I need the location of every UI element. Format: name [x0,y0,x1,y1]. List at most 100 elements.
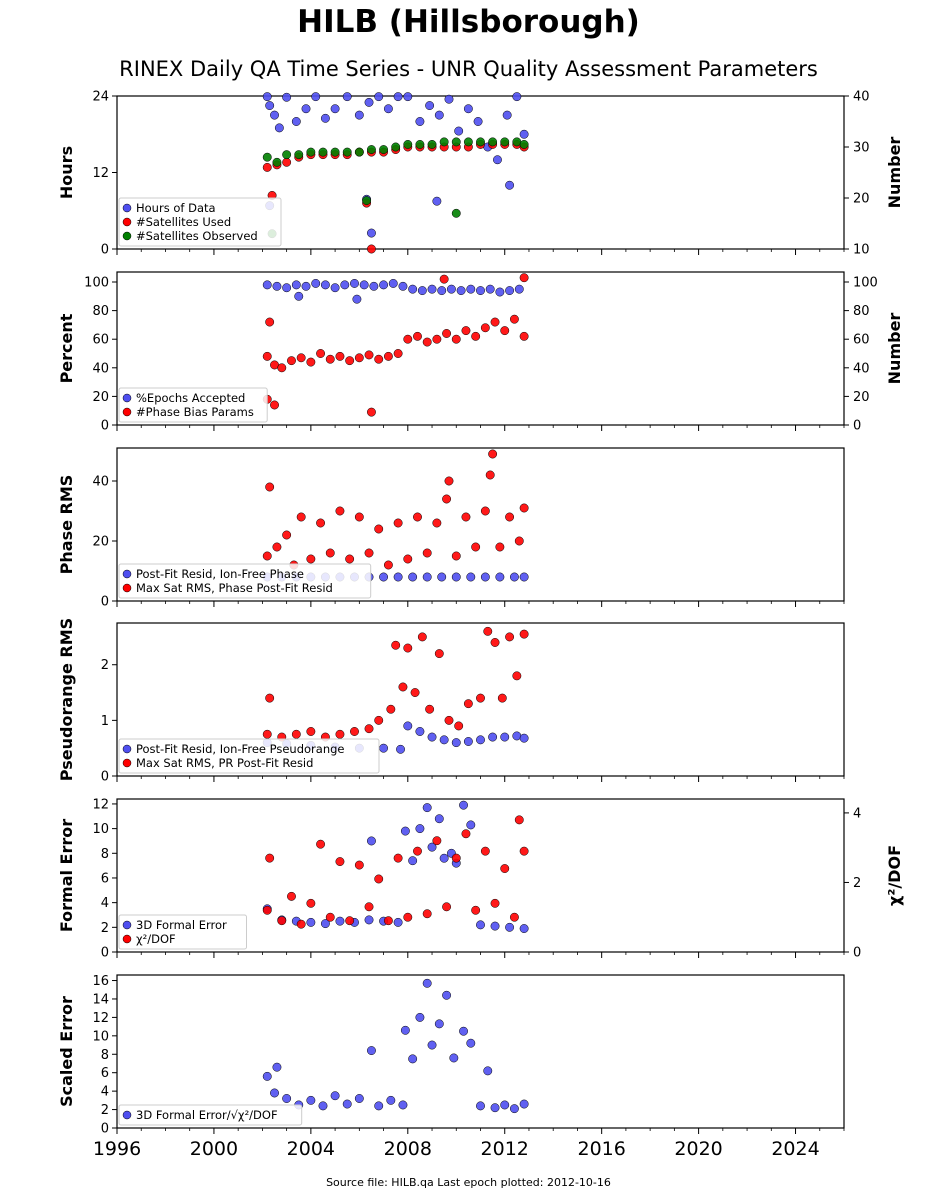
y-tick-label: 40 [92,361,109,376]
data-point [364,97,374,107]
y-tick-label: 24 [92,90,109,105]
data-point [473,117,483,126]
data-point [294,291,304,301]
data-point [444,94,454,104]
y-tick-label: 20 [92,390,109,405]
data-point [364,548,374,558]
data-point [391,640,401,650]
data-point [461,829,471,839]
data-point [488,732,498,742]
y-tick-label: 100 [84,276,109,291]
data-point [354,110,364,120]
data-point [505,286,515,296]
data-point [451,208,461,218]
data-point [451,572,461,582]
data-point [335,506,345,516]
data-point [396,744,405,754]
data-point [265,853,275,863]
data-point [476,693,485,703]
data-point [415,1012,425,1022]
data-point [262,729,272,739]
data-point [451,551,461,561]
legend-box [118,1104,303,1126]
data-point [386,1095,396,1105]
data-point [294,150,304,160]
data-point [287,356,296,366]
x-tick-label: 2016 [577,1138,625,1160]
legend-marker [122,583,132,593]
data-point [417,286,427,296]
data-point [439,274,449,284]
data-point [519,846,529,856]
data-point [413,331,422,341]
data-point [427,842,437,852]
data-point [509,314,519,324]
y-tick-label: 10 [92,822,109,837]
data-point [362,196,372,206]
data-point [493,155,502,165]
data-point [427,140,437,149]
data-point [432,196,442,206]
data-point [463,104,473,114]
data-point [306,357,316,367]
data-point [364,915,374,925]
data-point [488,449,498,459]
data-point [505,922,515,932]
y2-tick-label: 20 [853,390,870,405]
data-point [519,629,529,639]
data-point [272,157,282,167]
data-point [459,800,468,810]
legend-box [118,387,268,423]
data-point [342,92,352,102]
data-point [296,353,306,363]
data-point [476,286,485,296]
legend-label: Hours of Data [136,201,216,215]
data-point [262,92,272,102]
data-point [480,506,490,516]
data-point [422,978,432,988]
data-point [403,334,413,344]
data-point [434,649,444,659]
data-point [270,1088,279,1098]
x-tick-label: 2000 [190,1138,238,1160]
legend-box [118,563,372,599]
y2-tick-label: 4 [853,806,861,821]
data-point [320,919,330,929]
y-tick-label: 0 [101,1122,109,1137]
data-point [306,917,316,927]
data-point [354,512,364,522]
data-point [320,280,330,290]
data-point [485,470,495,480]
data-point [364,902,374,912]
data-point [403,92,413,102]
x-tick-label: 2008 [384,1138,432,1160]
legend-label: Post-Fit Resid, Ion-Free Phase [136,567,304,581]
data-point [291,280,301,290]
data-point [502,110,512,120]
data-point [505,512,515,522]
legend-label: 3D Formal Error [136,918,227,932]
data-point [476,920,485,930]
y2-tick-label: 100 [853,276,878,291]
data-point [282,283,292,293]
y-tick-label: 80 [92,304,109,319]
data-point [364,350,374,360]
data-point [444,715,454,725]
data-point [367,244,376,254]
legend-label: Max Sat RMS, PR Post-Fit Resid [136,756,313,770]
data-point [476,735,485,745]
data-point [519,924,529,934]
x-tick-label: 2024 [771,1138,819,1160]
y-tick-label: 40 [92,475,109,490]
data-point [262,152,272,162]
data-point [282,530,292,540]
chart-subtitle: RINEX Daily QA Time Series - UNR Quality… [119,57,818,81]
y-axis-label: Formal Error [57,819,76,932]
data-point [352,294,362,304]
data-point [374,524,384,534]
data-point [277,363,287,373]
data-point [422,548,432,558]
data-point [454,126,464,136]
y2-tick-label: 10 [853,243,870,258]
